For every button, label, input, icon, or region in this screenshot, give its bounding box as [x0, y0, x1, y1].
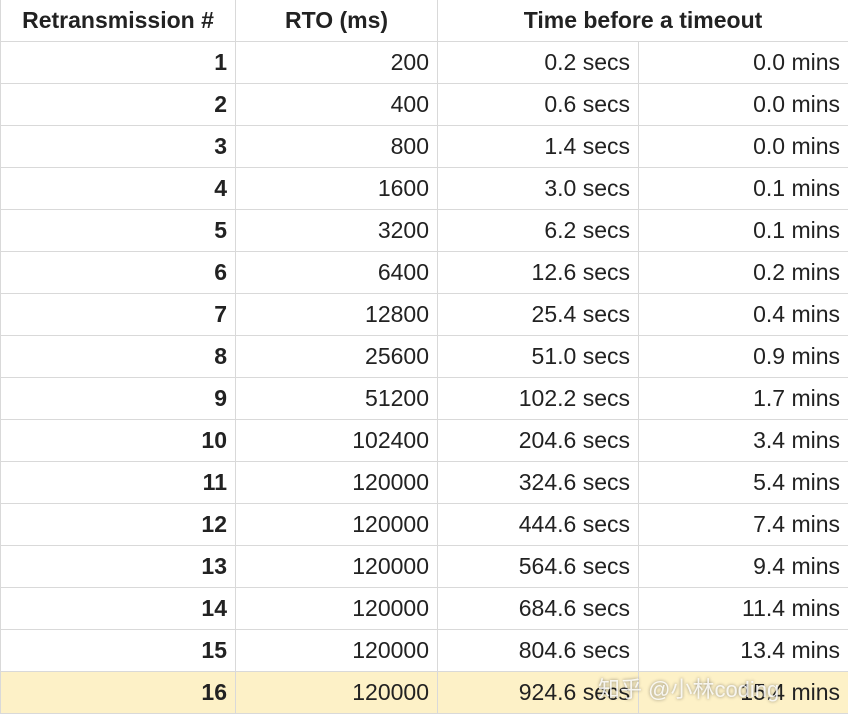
- table-row: 12 120000 444.6 secs 7.4 mins: [0, 503, 848, 546]
- table-cell: 120000: [235, 629, 438, 672]
- table-cell: 5.4 mins: [637, 461, 848, 504]
- table-cell: 564.6 secs: [437, 545, 639, 588]
- table-cell: 204.6 secs: [437, 419, 639, 462]
- table-cell: 0.2 secs: [437, 41, 639, 84]
- table-cell: 200: [235, 41, 438, 84]
- table-cell: 0.6 secs: [437, 83, 639, 126]
- table-cell: 13: [0, 545, 236, 588]
- table-cell: 6.2 secs: [437, 209, 639, 252]
- header-cell: Retransmission #: [0, 0, 236, 42]
- table-cell: 120000: [235, 671, 438, 714]
- table-cell: 0.2 mins: [637, 251, 848, 294]
- table-cell: 15.4 mins: [637, 671, 848, 714]
- table-row: 5 3200 6.2 secs 0.1 mins: [0, 209, 848, 252]
- table-row: 15 120000 804.6 secs 13.4 mins: [0, 629, 848, 672]
- table-cell: 15: [0, 629, 236, 672]
- table-cell: 0.1 mins: [637, 167, 848, 210]
- table-cell: 0.0 mins: [637, 41, 848, 84]
- table-cell: 12800: [235, 293, 438, 336]
- table-row: 14 120000 684.6 secs 11.4 mins: [0, 587, 848, 630]
- table-row: 7 12800 25.4 secs 0.4 mins: [0, 293, 848, 336]
- table-cell: 684.6 secs: [437, 587, 639, 630]
- table-cell: 120000: [235, 587, 438, 630]
- table-cell: 9.4 mins: [637, 545, 848, 588]
- table-cell: 0.0 mins: [637, 125, 848, 168]
- table-cell: 1.7 mins: [637, 377, 848, 420]
- table-cell: 102.2 secs: [437, 377, 639, 420]
- table-cell: 4: [0, 167, 236, 210]
- table-cell: 51200: [235, 377, 438, 420]
- table-cell: 16: [0, 671, 236, 714]
- table-cell: 120000: [235, 461, 438, 504]
- table-cell: 6: [0, 251, 236, 294]
- table-row: 6 6400 12.6 secs 0.2 mins: [0, 251, 848, 294]
- table-cell: 14: [0, 587, 236, 630]
- table-cell: 7: [0, 293, 236, 336]
- table-cell: 2: [0, 83, 236, 126]
- table-cell: 120000: [235, 503, 438, 546]
- table-cell: 3200: [235, 209, 438, 252]
- header-row: Retransmission # RTO (ms) Time before a …: [0, 0, 848, 42]
- table-cell: 3.4 mins: [637, 419, 848, 462]
- table-cell: 0.4 mins: [637, 293, 848, 336]
- watermark: 知乎 @小林coding: [598, 677, 780, 702]
- table-cell: 11: [0, 461, 236, 504]
- table-row: 2 400 0.6 secs 0.0 mins: [0, 83, 848, 126]
- table-row: 1 200 0.2 secs 0.0 mins: [0, 41, 848, 84]
- table-cell: 10: [0, 419, 236, 462]
- table-cell: 400: [235, 83, 438, 126]
- table-cell: 3.0 secs: [437, 167, 639, 210]
- table-row: 11 120000 324.6 secs 5.4 mins: [0, 461, 848, 504]
- table-row: 3 800 1.4 secs 0.0 mins: [0, 125, 848, 168]
- table-cell: 1: [0, 41, 236, 84]
- header-cell: RTO (ms): [235, 0, 438, 42]
- table-cell: 0.0 mins: [637, 83, 848, 126]
- table-cell: 13.4 mins: [637, 629, 848, 672]
- table-cell: 1600: [235, 167, 438, 210]
- table-cell: 8: [0, 335, 236, 378]
- table-cell: 0.9 mins: [637, 335, 848, 378]
- table-cell: 0.1 mins: [637, 209, 848, 252]
- table-cell: 444.6 secs: [437, 503, 639, 546]
- table-cell: 800: [235, 125, 438, 168]
- table-cell: 5: [0, 209, 236, 252]
- table-cell: 12.6 secs: [437, 251, 639, 294]
- table-cell: 804.6 secs: [437, 629, 639, 672]
- table-cell: 25.4 secs: [437, 293, 639, 336]
- table-cell: 324.6 secs: [437, 461, 639, 504]
- table-cell: 12: [0, 503, 236, 546]
- table-cell: 11.4 mins: [637, 587, 848, 630]
- table-row: 13 120000 564.6 secs 9.4 mins: [0, 545, 848, 588]
- table-cell: 3: [0, 125, 236, 168]
- table-row: 16 120000 924.6 secs 15.4 mins: [0, 671, 848, 714]
- table-row: 4 1600 3.0 secs 0.1 mins: [0, 167, 848, 210]
- table-cell: 1.4 secs: [437, 125, 639, 168]
- table-row: 9 51200 102.2 secs 1.7 mins: [0, 377, 848, 420]
- table-cell: 25600: [235, 335, 438, 378]
- table-cell: 924.6 secs: [437, 671, 639, 714]
- table-cell: 102400: [235, 419, 438, 462]
- table-row: 8 25600 51.0 secs 0.9 mins: [0, 335, 848, 378]
- table-cell: 9: [0, 377, 236, 420]
- table-cell: 7.4 mins: [637, 503, 848, 546]
- table-cell: 120000: [235, 545, 438, 588]
- table-row: 10 102400 204.6 secs 3.4 mins: [0, 419, 848, 462]
- table-cell: 51.0 secs: [437, 335, 639, 378]
- header-cell: Time before a timeout: [436, 0, 848, 42]
- table-cell: 6400: [235, 251, 438, 294]
